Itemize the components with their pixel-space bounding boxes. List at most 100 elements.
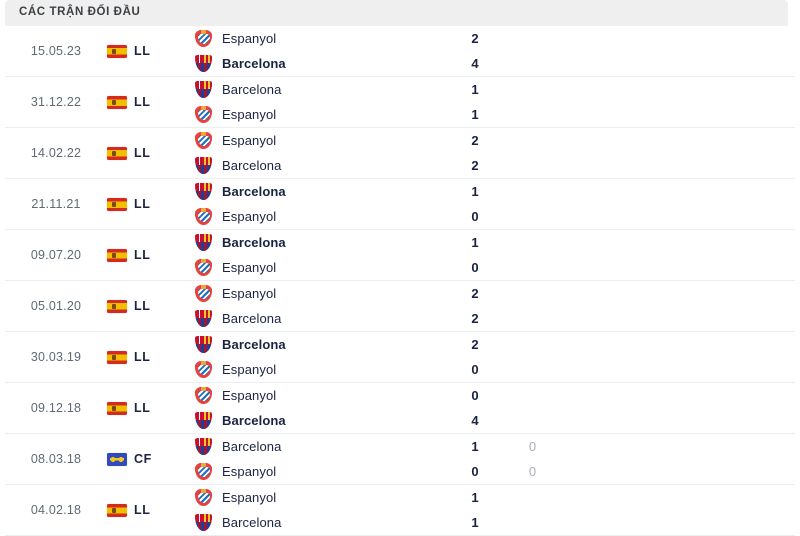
team-line-home: Espanyol bbox=[195, 489, 445, 506]
team-name[interactable]: Barcelona bbox=[222, 82, 282, 97]
teams-cell: Barcelona Espanyol bbox=[185, 234, 445, 276]
league-code: CF bbox=[134, 452, 152, 466]
teams-cell: Barcelona Espanyol bbox=[185, 336, 445, 378]
table-row[interactable]: 31.12.22 LL Barcelona Espanyol 1 1 bbox=[5, 77, 795, 128]
halftime-score-cell bbox=[505, 30, 560, 72]
team-line-home: Barcelona bbox=[195, 336, 445, 353]
teams-cell: Espanyol Barcelona bbox=[185, 285, 445, 327]
espanyol-crest-icon bbox=[195, 489, 212, 506]
score-home: 1 bbox=[471, 235, 479, 250]
score-home: 1 bbox=[471, 439, 479, 454]
team-name[interactable]: Espanyol bbox=[222, 362, 277, 377]
halftime-score-home bbox=[505, 132, 560, 149]
team-name[interactable]: Espanyol bbox=[222, 286, 277, 301]
crest-stripes bbox=[195, 343, 212, 353]
team-line-away: Espanyol bbox=[195, 361, 445, 378]
crest-stripes bbox=[195, 241, 212, 251]
barcelona-crest-icon bbox=[195, 81, 212, 98]
team-line-home: Espanyol bbox=[195, 132, 445, 149]
page-title: CÁC TRẬN ĐỐI ĐẦU bbox=[19, 6, 141, 19]
team-name[interactable]: Barcelona bbox=[222, 56, 286, 71]
league-cell[interactable]: LL bbox=[105, 248, 185, 262]
league-cell[interactable]: CF bbox=[105, 452, 185, 466]
team-name[interactable]: Espanyol bbox=[222, 107, 277, 122]
table-row[interactable]: 21.11.21 LL Barcelona Espanyol 1 0 bbox=[5, 179, 795, 230]
halftime-score-cell bbox=[505, 183, 560, 225]
table-row[interactable]: 09.12.18 LL Espanyol Barcelona 0 4 bbox=[5, 383, 795, 434]
score-home: 2 bbox=[471, 133, 479, 148]
match-date: 08.03.18 bbox=[30, 452, 82, 466]
halftime-score-away bbox=[505, 106, 560, 123]
score-away: 0 bbox=[471, 209, 479, 224]
halftime-score-cell bbox=[505, 234, 560, 276]
score-home: 1 bbox=[471, 490, 479, 505]
table-row[interactable]: 15.05.23 LL Espanyol Barcelona 2 4 bbox=[5, 26, 795, 77]
team-name[interactable]: Espanyol bbox=[222, 464, 277, 479]
table-row[interactable]: 08.03.18 CF Barcelona Espanyol 1 0 0 0 bbox=[5, 434, 795, 485]
halftime-score-cell bbox=[505, 132, 560, 174]
score-home: 2 bbox=[471, 31, 479, 46]
league-cell[interactable]: LL bbox=[105, 350, 185, 364]
team-name[interactable]: Barcelona bbox=[222, 337, 286, 352]
league-code: LL bbox=[134, 401, 151, 415]
halftime-score-home bbox=[505, 183, 560, 200]
table-row[interactable]: 04.02.18 LL Espanyol Barcelona 1 1 bbox=[5, 485, 795, 536]
league-cell[interactable]: LL bbox=[105, 146, 185, 160]
table-row[interactable]: 09.07.20 LL Barcelona Espanyol 1 0 bbox=[5, 230, 795, 281]
match-date: 21.11.21 bbox=[31, 197, 81, 211]
team-name[interactable]: Espanyol bbox=[222, 490, 277, 505]
halftime-score-cell bbox=[505, 81, 560, 123]
espanyol-crest-icon bbox=[195, 463, 212, 480]
table-row[interactable]: 30.03.19 LL Barcelona Espanyol 2 0 bbox=[5, 332, 795, 383]
league-code: LL bbox=[134, 503, 151, 517]
league-cell[interactable]: LL bbox=[105, 503, 185, 517]
team-name[interactable]: Espanyol bbox=[222, 388, 277, 403]
team-line-away: Barcelona bbox=[195, 412, 445, 429]
score-away: 2 bbox=[471, 311, 479, 326]
halftime-score-cell bbox=[505, 489, 560, 531]
team-line-away: Espanyol bbox=[195, 106, 445, 123]
halftime-score-away bbox=[505, 310, 560, 327]
league-cell[interactable]: LL bbox=[105, 95, 185, 109]
team-name[interactable]: Barcelona bbox=[222, 413, 286, 428]
league-cell[interactable]: LL bbox=[105, 197, 185, 211]
team-name[interactable]: Espanyol bbox=[222, 31, 277, 46]
halftime-score-home bbox=[505, 234, 560, 251]
halftime-score-cell bbox=[505, 285, 560, 327]
score-home: 0 bbox=[471, 388, 479, 403]
league-cell[interactable]: LL bbox=[105, 299, 185, 313]
crest-stripes bbox=[195, 164, 212, 174]
team-name[interactable]: Barcelona bbox=[222, 235, 286, 250]
team-name[interactable]: Espanyol bbox=[222, 209, 277, 224]
crest-stripes bbox=[195, 88, 212, 98]
team-name[interactable]: Barcelona bbox=[222, 439, 282, 454]
halftime-score-home bbox=[505, 489, 560, 506]
halftime-score-home: 0 bbox=[528, 439, 537, 454]
team-name[interactable]: Barcelona bbox=[222, 158, 282, 173]
league-code: LL bbox=[134, 44, 151, 58]
team-name[interactable]: Barcelona bbox=[222, 311, 282, 326]
halftime-score-home bbox=[505, 336, 560, 353]
league-cell[interactable]: LL bbox=[105, 401, 185, 415]
match-list: 15.05.23 LL Espanyol Barcelona 2 4 31.12.22 LL B… bbox=[0, 26, 800, 536]
league-code: LL bbox=[134, 146, 151, 160]
halftime-score-away bbox=[505, 157, 560, 174]
flag-spain-icon bbox=[107, 95, 127, 109]
team-name[interactable]: Espanyol bbox=[222, 133, 277, 148]
team-name[interactable]: Espanyol bbox=[222, 260, 277, 275]
team-name[interactable]: Barcelona bbox=[222, 184, 286, 199]
barcelona-crest-icon bbox=[195, 234, 212, 251]
table-row[interactable]: 05.01.20 LL Espanyol Barcelona 2 2 bbox=[5, 281, 795, 332]
table-row[interactable]: 14.02.22 LL Espanyol Barcelona 2 2 bbox=[5, 128, 795, 179]
team-line-away: Barcelona bbox=[195, 514, 445, 531]
score-away: 1 bbox=[471, 515, 479, 530]
halftime-score-away: 0 bbox=[528, 464, 537, 479]
league-code: LL bbox=[134, 197, 151, 211]
league-cell[interactable]: LL bbox=[105, 44, 185, 58]
team-name[interactable]: Barcelona bbox=[222, 515, 282, 530]
league-code: LL bbox=[134, 350, 151, 364]
